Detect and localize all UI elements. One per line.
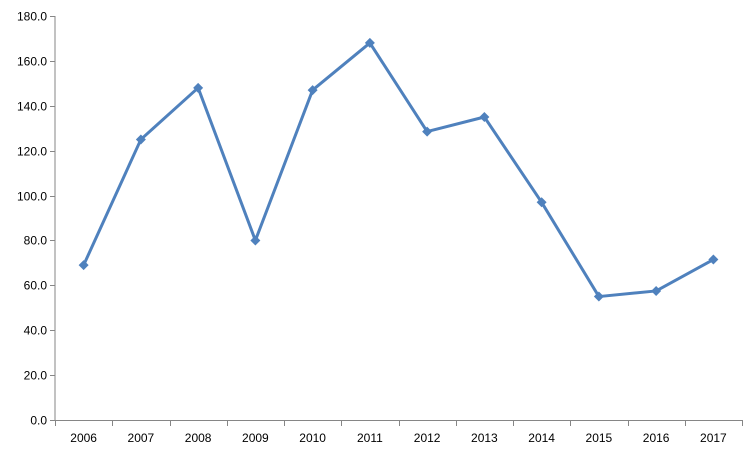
y-tick-label: 80.0 xyxy=(24,234,48,248)
y-tick-label: 120.0 xyxy=(17,145,47,159)
y-axis: 0.0 20.0 40.0 60.0 80.0 100.0 120.0 140.0 160.0 1… xyxy=(17,10,56,428)
y-tick-label: 180.0 xyxy=(17,10,47,24)
data-point-marker xyxy=(479,112,490,122)
data-point-marker xyxy=(422,126,433,137)
x-tick-label: 2007 xyxy=(128,431,155,445)
y-tick-label: 60.0 xyxy=(24,279,48,293)
data-point-marker xyxy=(193,82,204,93)
x-tick-label: 2016 xyxy=(643,431,670,445)
x-axis: 2006 2007 2008 2009 2010 2011 2012 2013 2014 2015… xyxy=(55,420,743,445)
x-tick-label: 2017 xyxy=(700,431,727,445)
y-tick-label: 40.0 xyxy=(24,324,48,338)
x-tick-label: 2013 xyxy=(471,431,498,445)
data-point-marker xyxy=(593,291,604,302)
data-point-marker xyxy=(307,85,318,96)
data-point-marker xyxy=(250,235,261,246)
x-tick-label: 2009 xyxy=(242,431,269,445)
data-point-marker xyxy=(536,197,547,208)
data-point-marker xyxy=(135,134,146,145)
x-tick-label: 2014 xyxy=(528,431,555,445)
series-layer xyxy=(78,37,719,302)
x-tick-label: 2015 xyxy=(586,431,613,445)
y-tick-label: 160.0 xyxy=(17,55,47,69)
data-point-marker xyxy=(708,254,719,265)
x-tick-label: 2012 xyxy=(414,431,441,445)
x-tick-label: 2006 xyxy=(70,431,97,445)
series-line xyxy=(82,41,715,299)
x-tick-label: 2011 xyxy=(357,431,383,445)
x-tick-label: 2008 xyxy=(185,431,212,445)
data-point-marker xyxy=(364,37,375,48)
y-tick-label: 0.0 xyxy=(30,414,47,428)
data-point-marker xyxy=(651,285,662,296)
x-tick-label: 2010 xyxy=(299,431,326,445)
y-tick-label: 140.0 xyxy=(17,100,47,114)
y-tick-label: 100.0 xyxy=(17,190,47,204)
data-point-marker xyxy=(78,260,89,271)
y-tick-label: 20.0 xyxy=(24,369,48,383)
